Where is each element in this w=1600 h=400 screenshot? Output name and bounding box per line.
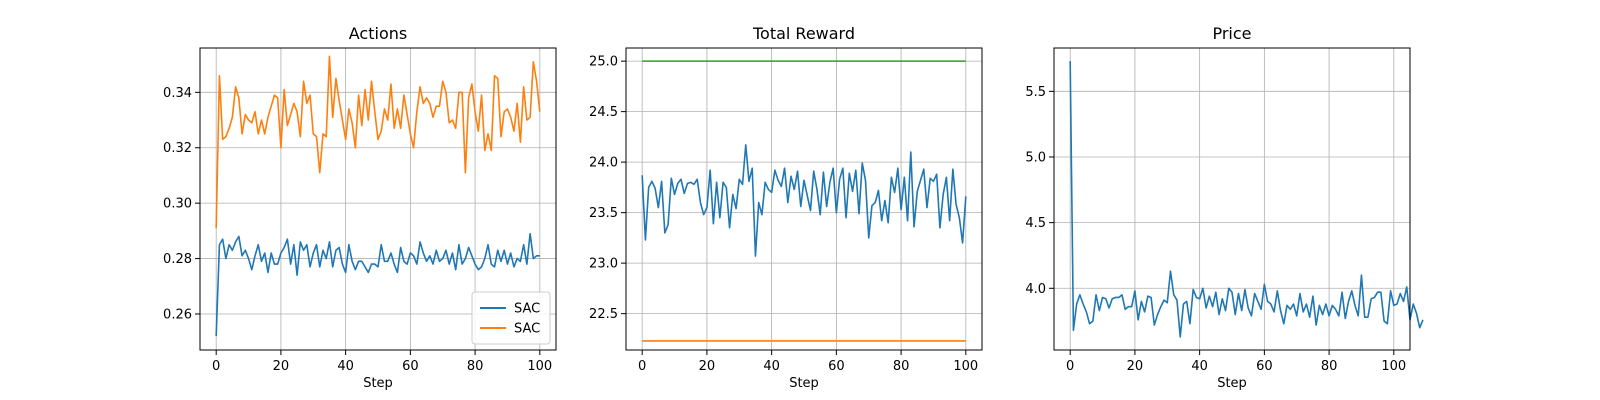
x-tick-label: 100 bbox=[527, 359, 552, 374]
axes-frame bbox=[199, 47, 557, 351]
y-tick-label: 25.0 bbox=[589, 55, 618, 70]
y-tick-label: 0.32 bbox=[163, 141, 192, 156]
x-tick-label: 40 bbox=[337, 359, 354, 374]
x-tick-label: 100 bbox=[953, 359, 978, 374]
series-line-0 bbox=[215, 232, 540, 337]
x-axis-label: Step bbox=[363, 376, 393, 391]
x-tick-label: 80 bbox=[467, 359, 484, 374]
chart-title: Total Reward bbox=[752, 24, 855, 43]
x-tick-label: 100 bbox=[1381, 359, 1406, 374]
y-tick-label: 23.0 bbox=[589, 257, 618, 272]
y-tick-label: 4.5 bbox=[1025, 216, 1046, 231]
x-tick-label: 60 bbox=[1256, 359, 1273, 374]
x-tick-label: 60 bbox=[828, 359, 845, 374]
y-tick-label: 4.0 bbox=[1025, 282, 1046, 297]
x-tick-label: 20 bbox=[1127, 359, 1144, 374]
y-tick-label: 0.34 bbox=[163, 86, 192, 101]
x-tick-label: 20 bbox=[273, 359, 290, 374]
legend: SAC SAC bbox=[471, 291, 551, 345]
y-tick-label: 22.5 bbox=[589, 307, 618, 322]
chart-price: 0 20 40 60 80 100 4.0 4.5 5.0 5.5 Price Step bbox=[1025, 24, 1424, 391]
axes-frame bbox=[1053, 47, 1411, 351]
x-tick-label: 60 bbox=[402, 359, 419, 374]
x-tick-label: 0 bbox=[1066, 359, 1074, 374]
x-tick-label: 80 bbox=[1321, 359, 1338, 374]
series-line-0 bbox=[1069, 61, 1424, 338]
chart-total-reward: 0 20 40 60 80 100 22.5 23.0 23.5 24.0 24.5 25.0 Tota… bbox=[589, 24, 983, 391]
y-tick-label: 0.26 bbox=[163, 307, 192, 322]
series-line-1 bbox=[215, 55, 541, 229]
y-tick-label: 24.0 bbox=[589, 156, 618, 171]
x-tick-label: 40 bbox=[763, 359, 780, 374]
x-tick-label: 80 bbox=[893, 359, 910, 374]
chart-title: Price bbox=[1212, 24, 1251, 43]
y-tick-label: 5.0 bbox=[1025, 150, 1046, 165]
x-tick-label: 0 bbox=[212, 359, 220, 374]
series-line-2 bbox=[641, 144, 967, 257]
y-tick-label: 0.30 bbox=[163, 197, 192, 212]
y-tick-label: 5.5 bbox=[1025, 85, 1046, 100]
x-axis-label: Step bbox=[1217, 376, 1247, 391]
y-tick-label: 24.5 bbox=[589, 105, 618, 120]
legend-label: SAC bbox=[514, 302, 540, 317]
legend-label: SAC bbox=[514, 322, 540, 337]
legend-box bbox=[471, 291, 551, 345]
x-tick-label: 0 bbox=[638, 359, 646, 374]
x-axis-label: Step bbox=[789, 376, 819, 391]
y-tick-label: 0.28 bbox=[163, 252, 192, 267]
y-tick-label: 23.5 bbox=[589, 206, 618, 221]
x-tick-label: 40 bbox=[1191, 359, 1208, 374]
chart-actions: 0 20 40 60 80 100 0.26 0.28 0.30 0.32 0.34 Actions S… bbox=[163, 24, 557, 391]
axes-frame bbox=[625, 47, 983, 351]
x-tick-label: 20 bbox=[699, 359, 716, 374]
chart-title: Actions bbox=[349, 24, 407, 43]
